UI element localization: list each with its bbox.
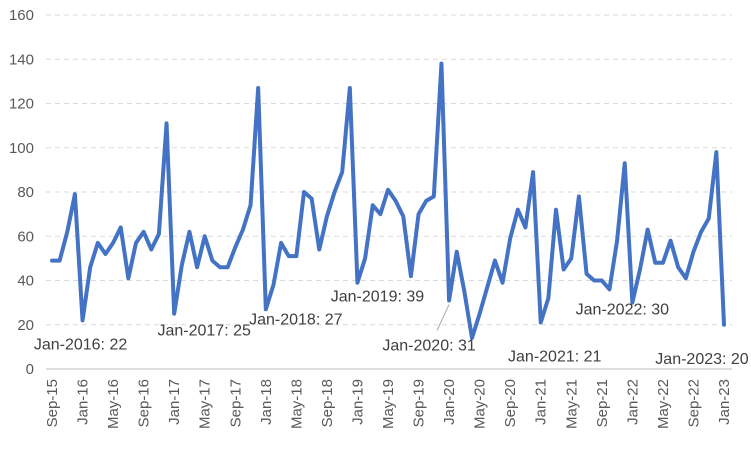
x-tick-label: Jan-22: [624, 379, 641, 425]
x-tick-label: Jan-16: [75, 379, 92, 425]
x-tick-label: May-18: [288, 379, 305, 429]
x-tick-label: May-19: [380, 379, 397, 429]
data-label: Jan-2018: 27: [249, 311, 343, 328]
data-label: Jan-2021: 21: [508, 349, 602, 366]
series-line: [50, 61, 726, 341]
y-tick-label: 140: [9, 51, 34, 68]
x-tick-label: Sep-15: [44, 379, 61, 427]
x-tick-label: Sep-18: [319, 379, 336, 427]
data-label: Jan-2020: 31: [382, 337, 476, 354]
y-tick-label: 60: [17, 228, 34, 245]
x-tick-label: Jan-20: [441, 379, 458, 425]
x-tick-label: May-22: [655, 379, 672, 429]
x-tick-label: Jan-19: [349, 379, 366, 425]
x-tick-label: May-16: [105, 379, 122, 429]
data-label: Jan-2016: 22: [34, 336, 128, 353]
data-label: Jan-2022: 30: [576, 302, 670, 319]
data-label: Jan-2019: 39: [331, 289, 425, 306]
y-tick-label: 20: [17, 317, 34, 334]
y-tick-label: 100: [9, 140, 34, 157]
y-tick-label: 120: [9, 96, 34, 113]
x-tick-label: May-20: [472, 379, 489, 429]
x-tick-label: Jan-17: [166, 379, 183, 425]
data-label: Jan-2023: 20: [655, 351, 749, 368]
x-tick-labels: Sep-15 Jan-16 May-16 Sep-16 Jan-17 May-17 Sep-…: [44, 379, 733, 429]
leader-line: [436, 304, 450, 331]
x-tick-label: Jan-18: [258, 379, 275, 425]
x-tick-label: Sep-16: [136, 379, 153, 427]
x-tick-label: May-17: [197, 379, 214, 429]
y-tick-label: 160: [9, 7, 34, 24]
x-tick-label: Jan-23: [716, 379, 733, 425]
x-tick-label: Sep-22: [685, 379, 702, 427]
y-tick-label: 40: [17, 273, 34, 290]
x-tick-label: Sep-19: [411, 379, 428, 427]
data-label: Jan-2017: 25: [157, 323, 251, 340]
y-tick-labels: 0 20 40 60 80 100 120 140 160: [9, 7, 34, 378]
y-tick-label: 0: [26, 361, 34, 378]
x-tick-label: Sep-20: [502, 379, 519, 427]
series-line-group: [50, 61, 726, 341]
x-tick-label: Jan-21: [533, 379, 550, 425]
x-tick-label: Sep-21: [594, 379, 611, 427]
x-tick-label: May-21: [563, 379, 580, 429]
y-tick-label: 80: [17, 184, 34, 201]
x-tick-label: Sep-17: [227, 379, 244, 427]
